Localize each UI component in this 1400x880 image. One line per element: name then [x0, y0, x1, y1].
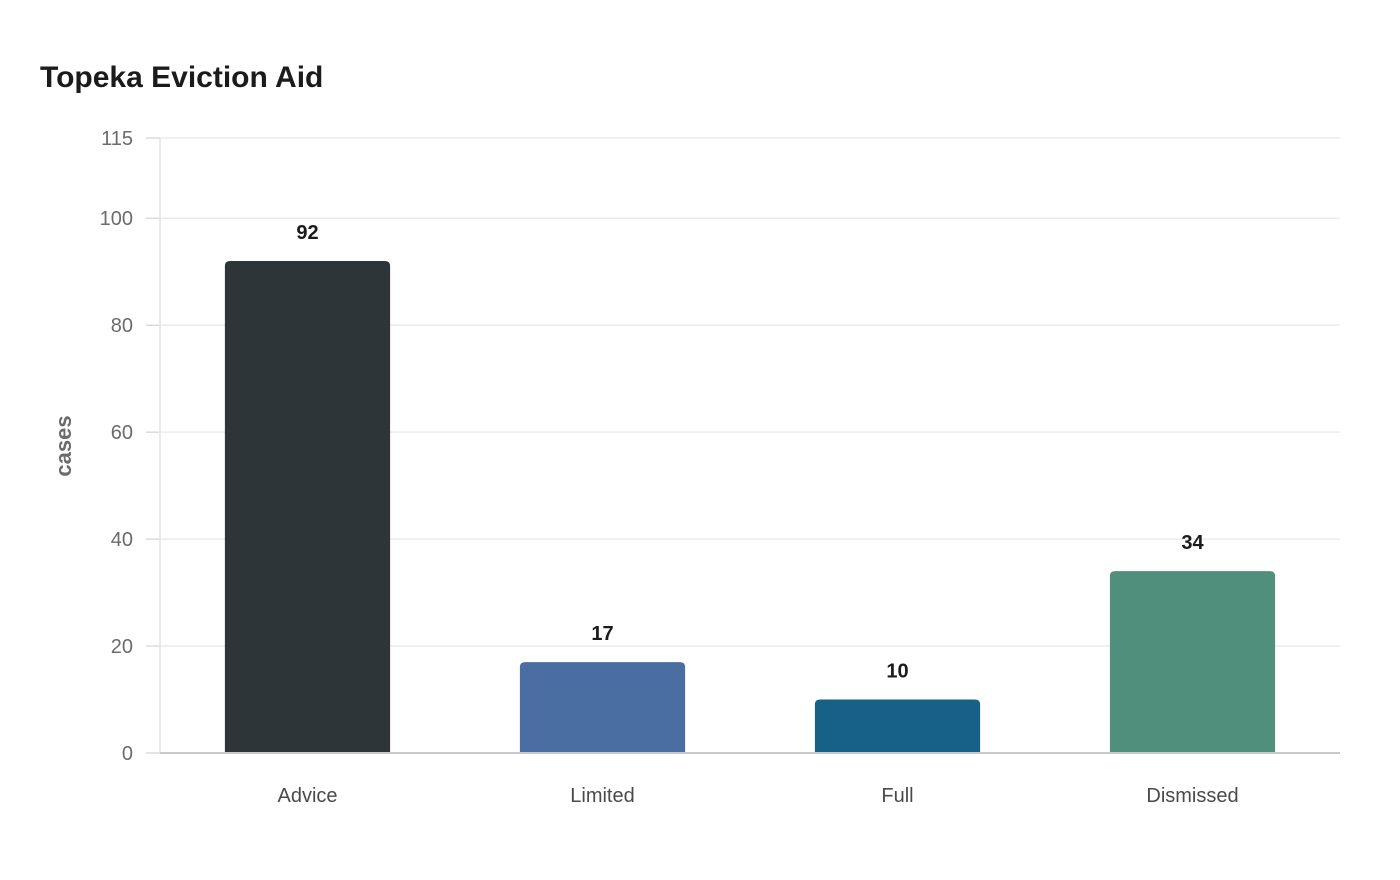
x-tick-label: Limited [570, 785, 634, 807]
bars [224, 261, 1276, 753]
y-tick-label: 80 [111, 315, 133, 337]
y-tick-label: 20 [111, 636, 133, 658]
y-tick-label: 100 [100, 208, 133, 230]
chart-title: Topeka Eviction Aid [40, 61, 324, 94]
data-label: 17 [591, 623, 613, 645]
x-tick-labels: Advice Limited Full Dismissed [277, 785, 1238, 807]
y-tick-labels: 0 20 40 60 80 100 115 [100, 128, 133, 765]
bar-full [814, 699, 981, 753]
y-tick-label: 60 [111, 422, 133, 444]
axes [146, 137, 1340, 754]
x-tick-label: Advice [277, 785, 337, 807]
data-label: 10 [886, 661, 908, 683]
y-tick-label: 40 [111, 529, 133, 551]
x-tick-label: Full [881, 785, 913, 807]
x-tick-label: Dismissed [1146, 785, 1238, 807]
bar-limited [519, 662, 686, 753]
y-tick-label: 115 [101, 128, 133, 150]
y-axis-title: cases [51, 415, 76, 476]
data-labels: 92 17 10 34 [296, 222, 1204, 683]
bar-advice [224, 261, 391, 753]
data-label: 92 [296, 222, 318, 244]
bar-dismissed [1109, 571, 1276, 753]
y-tick-label: 0 [122, 743, 133, 765]
data-label: 34 [1181, 532, 1204, 554]
